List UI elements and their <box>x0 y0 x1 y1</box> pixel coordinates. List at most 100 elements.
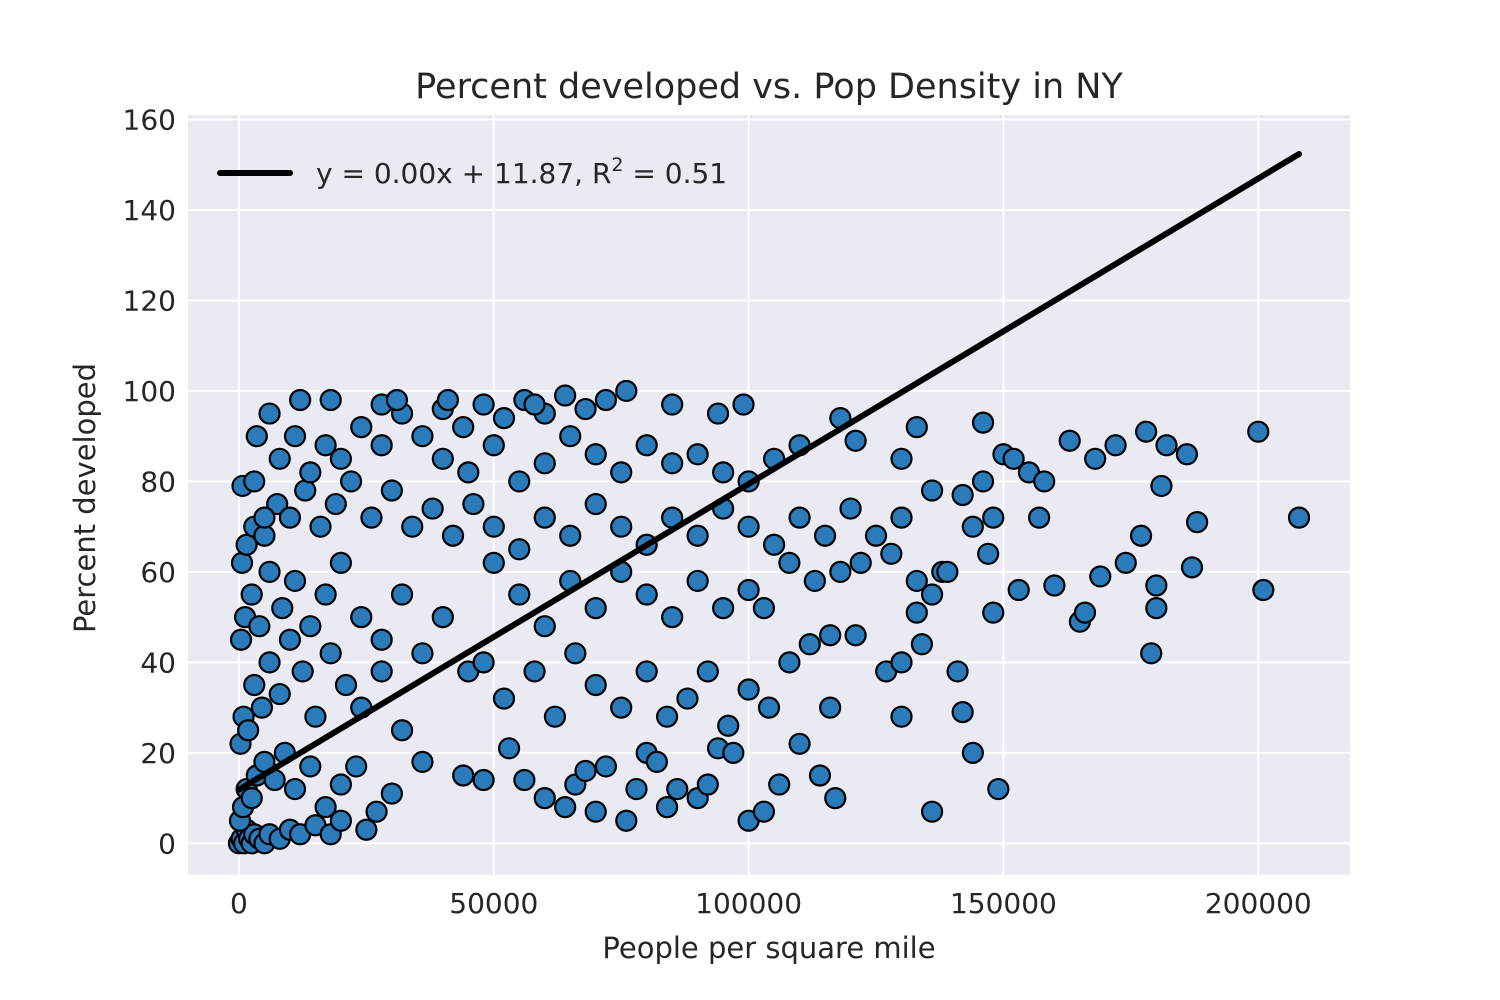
data-point <box>482 434 505 457</box>
data-point <box>1007 578 1030 602</box>
data-point <box>390 719 414 742</box>
x-tick-label: 50000 <box>449 887 538 920</box>
data-point <box>1002 447 1025 470</box>
data-point <box>971 470 995 493</box>
data-point <box>271 596 294 620</box>
data-point <box>905 601 928 624</box>
data-point <box>472 768 495 792</box>
data-point <box>533 506 556 529</box>
data-point <box>258 651 281 674</box>
data-point <box>1028 506 1051 529</box>
data-point <box>291 660 314 683</box>
data-point <box>411 750 434 774</box>
data-point <box>686 569 709 593</box>
data-point <box>329 773 352 796</box>
data-point <box>610 696 633 719</box>
data-point <box>594 755 618 778</box>
data-point <box>584 800 607 823</box>
data-point <box>768 773 791 796</box>
data-point <box>294 479 317 502</box>
data-point <box>594 388 618 412</box>
data-point <box>722 741 745 764</box>
data-point <box>268 447 291 470</box>
data-point <box>289 388 312 412</box>
data-point <box>905 416 928 439</box>
data-point <box>696 660 719 683</box>
y-tick-label: 20 <box>140 737 176 770</box>
data-point <box>905 569 928 593</box>
data-point <box>584 596 607 620</box>
y-tick-label: 40 <box>140 646 176 679</box>
data-point <box>788 732 811 755</box>
data-point <box>283 777 307 801</box>
data-point <box>543 705 567 728</box>
data-point <box>401 515 424 538</box>
data-point <box>266 492 289 516</box>
data-point <box>920 800 944 823</box>
axis-ticks: 0 50000 100000 150000 200000 0 20 40 60 80 100 120 1… <box>123 104 1312 920</box>
data-point <box>250 696 273 719</box>
data-point <box>819 696 842 719</box>
data-point <box>508 470 531 493</box>
data-point <box>329 809 352 832</box>
data-point <box>380 479 403 502</box>
data-point <box>574 397 597 421</box>
data-point <box>1180 556 1204 579</box>
data-point <box>497 737 521 760</box>
data-point <box>977 542 1000 565</box>
data-point <box>798 633 821 656</box>
data-point <box>230 551 254 574</box>
data-point <box>508 538 531 561</box>
data-point <box>778 551 801 574</box>
data-point <box>920 583 944 606</box>
data-point <box>635 660 658 683</box>
x-axis-label: People per square mile <box>602 931 935 965</box>
data-point <box>686 524 709 547</box>
data-point <box>360 506 383 529</box>
data-point <box>1287 506 1311 529</box>
data-point <box>329 447 352 470</box>
data-point <box>334 673 358 697</box>
data-point <box>235 533 258 556</box>
data-point <box>350 416 373 439</box>
data-point <box>661 393 684 416</box>
data-point <box>1135 420 1158 443</box>
data-point <box>1114 551 1137 574</box>
legend: y = 0.00x + 11.87, R2 = 0.51 <box>217 154 727 190</box>
data-point <box>385 388 409 412</box>
data-point <box>610 515 633 538</box>
data-point <box>890 705 913 728</box>
data-point <box>635 434 658 457</box>
data-point <box>492 687 516 710</box>
data-point <box>844 429 867 452</box>
data-point <box>482 515 505 538</box>
data-point <box>982 601 1005 624</box>
data-point <box>283 569 307 593</box>
data-point <box>243 470 266 493</box>
data-point <box>808 764 832 787</box>
data-point <box>712 596 735 620</box>
data-point <box>615 379 638 403</box>
data-point <box>237 719 260 742</box>
data-point <box>655 796 679 819</box>
data-point <box>1073 601 1097 624</box>
data-point <box>686 443 709 466</box>
data-point <box>380 782 403 805</box>
data-point <box>824 786 847 810</box>
data-point <box>661 452 684 475</box>
data-point <box>987 777 1010 801</box>
data-point <box>258 560 281 584</box>
data-point <box>329 551 352 574</box>
data-point <box>411 425 434 448</box>
data-point <box>355 818 378 841</box>
data-point <box>819 624 842 647</box>
data-point <box>762 533 786 556</box>
data-point <box>319 642 342 665</box>
data-point <box>1247 420 1270 443</box>
data-point <box>737 515 760 538</box>
data-point <box>314 583 337 606</box>
legend-label-main: y = 0.00x + 11.87, R <box>316 157 611 190</box>
y-tick-label: 60 <box>140 556 176 589</box>
data-point <box>309 515 332 538</box>
data-point <box>839 497 862 520</box>
